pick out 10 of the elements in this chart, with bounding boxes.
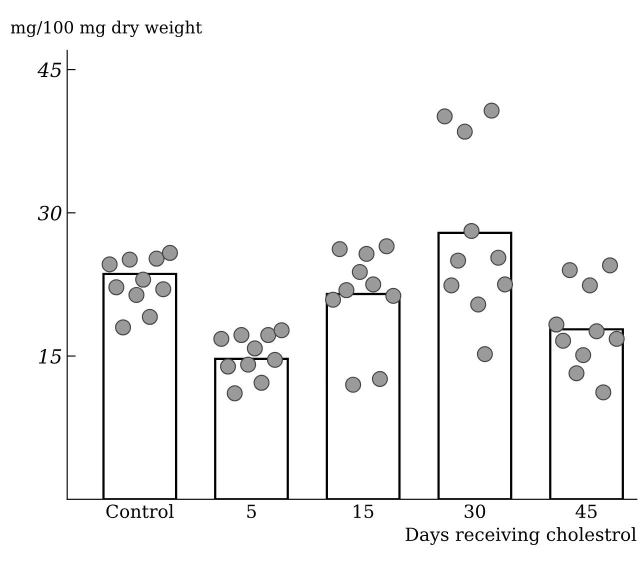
x-tick-label: Control (106, 504, 174, 518)
y-tick-label: 30 (38, 206, 62, 220)
x-tick-label: 30 (464, 504, 486, 518)
y-tick-label: 45 (38, 62, 62, 78)
x-axis-title: Days receiving cholestrol (406, 527, 636, 545)
x-tick-label: 15 (354, 504, 374, 518)
y-tick-label: 15 (38, 349, 62, 364)
x-tick-label: 45 (576, 504, 597, 518)
y-axis-title: mg/100 mg dry weight (10, 20, 202, 38)
x-tick-label: 5 (247, 504, 256, 518)
